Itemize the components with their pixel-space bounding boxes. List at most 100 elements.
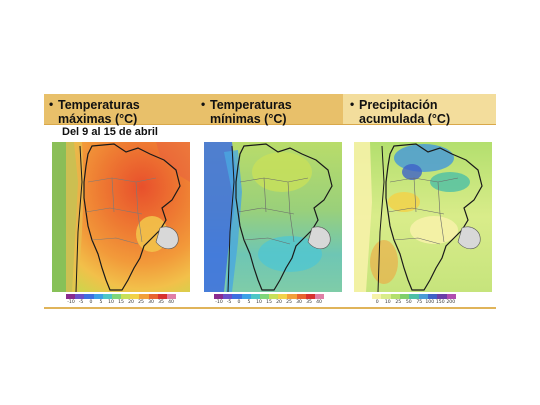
legend-swatch (390, 294, 400, 299)
legend-swatch (418, 294, 428, 299)
header-band-right (343, 94, 496, 124)
legend-tick-label: 35 (306, 300, 312, 305)
legend-swatch (296, 294, 306, 299)
panel-header: • Temperaturas máximas (°C) (44, 94, 194, 130)
legend-ticks: -10 -5 0 5 10 15 20 25 30 35 40 (66, 300, 176, 307)
west-dry-strip (354, 142, 372, 292)
legend-tick-label: 35 (158, 300, 164, 305)
legend-tick-label: 25 (138, 300, 144, 305)
legend-color-bar (214, 294, 325, 299)
legend-swatch (214, 294, 224, 299)
uruguay-area (155, 226, 179, 250)
province-lines (237, 177, 309, 245)
legend-tick-label: 10 (256, 300, 262, 305)
title-line-1: Precipitación (359, 98, 438, 112)
legend-swatch (278, 294, 288, 299)
bullet: • (201, 97, 206, 111)
divider-rule (44, 124, 496, 125)
legend-tick-label: 25 (286, 300, 292, 305)
wet-area-north (394, 144, 454, 172)
uruguay-area (457, 226, 481, 250)
legend-tick-label: 0 (89, 300, 93, 305)
panel-max-temp: • Temperaturas máximas (°C) (44, 94, 194, 310)
legend-ticks: -10 -5 0 5 10 15 20 25 30 35 40 (214, 300, 324, 307)
legend-swatch (93, 294, 103, 299)
bullet: • (350, 97, 355, 111)
legend-swatch (269, 294, 279, 299)
legend-tick-label: 30 (148, 300, 154, 305)
chile-border (227, 145, 235, 292)
wet-core (402, 164, 422, 180)
legend-swatch (381, 294, 391, 299)
legend-tick-label: 10 (384, 300, 391, 305)
legend-tick-label: 30 (296, 300, 302, 305)
legend-tick-label: 100 (425, 300, 435, 305)
legend-swatch (287, 294, 297, 299)
legend-tick-label: 15 (266, 300, 272, 305)
legend-swatch (121, 294, 131, 299)
legend-swatch (75, 294, 85, 299)
legend-swatch (259, 294, 270, 299)
legend-swatch (427, 294, 438, 299)
panel-min-temp: • Temperaturas mínimas (°C) (196, 94, 346, 310)
province-lines (387, 177, 459, 245)
legend-tick-label: 50 (405, 300, 412, 305)
andes-slope-area (66, 142, 84, 292)
legend-swatch (372, 294, 382, 299)
bullet: • (49, 97, 54, 111)
chile-border (377, 145, 385, 292)
legend-tick-label: 200 (446, 300, 456, 305)
map-min-temp-svg (204, 142, 342, 292)
title-line-1: Temperaturas (210, 98, 292, 112)
legend-tick-label: 150 (435, 300, 445, 305)
legend-precipitation: 0 10 25 50 75 100 150 200 (368, 294, 460, 308)
legend-tick-label: -10 (215, 300, 223, 305)
bottom-rule (44, 307, 496, 309)
map-min-temp (204, 142, 342, 292)
legend-swatch (111, 294, 122, 299)
legend-swatch (437, 294, 447, 299)
uruguay-area (307, 226, 331, 250)
legend-swatch (409, 294, 419, 299)
dry-andes-area (370, 240, 398, 284)
map-precipitation-svg (354, 142, 492, 292)
cold-band (224, 150, 242, 292)
chile-border (75, 145, 83, 292)
legend-swatch (241, 294, 251, 299)
legend-ticks: 0 10 25 50 75 100 150 200 (372, 300, 456, 307)
map-max-temp (52, 142, 190, 292)
title-line-2: mínimas (°C) (210, 112, 287, 126)
date-range: Del 9 al 15 de abril (62, 126, 158, 138)
legend-max-temp: -10 -5 0 5 10 15 20 25 30 35 40 (62, 294, 180, 308)
map-max-temp-svg (52, 142, 190, 292)
legend-tick-label: 40 (316, 300, 322, 305)
legend-tick-label: -5 (226, 300, 232, 305)
legend-swatch (232, 294, 242, 299)
map-precipitation (354, 142, 492, 292)
legend-swatch (166, 294, 177, 299)
legend-swatch (130, 294, 140, 299)
legend-swatch (157, 294, 167, 299)
legend-swatch (305, 294, 315, 299)
legend-tick-label: 20 (128, 300, 134, 305)
legend-swatch (139, 294, 149, 299)
dry-area (410, 216, 458, 244)
legend-swatch (314, 294, 325, 299)
legend-tick-label: 20 (276, 300, 282, 305)
legend-tick-label: 40 (168, 300, 174, 305)
legend-swatch (148, 294, 158, 299)
legend-swatch (446, 294, 456, 299)
mild-patch (252, 152, 312, 192)
legend-swatch (84, 294, 94, 299)
province-lines (85, 177, 157, 245)
legend-tick-label: -10 (67, 300, 75, 305)
legend-tick-label: 75 (416, 300, 423, 305)
legend-swatch (399, 294, 410, 299)
title-line-2: acumulada (°C) (359, 112, 451, 126)
legend-color-bar (66, 294, 177, 299)
andes-cold-area (204, 142, 236, 292)
legend-swatch (66, 294, 76, 299)
title-line-2: máximas (°C) (58, 112, 138, 126)
legend-tick-label: 0 (237, 300, 241, 305)
legend-color-bar (372, 294, 456, 299)
